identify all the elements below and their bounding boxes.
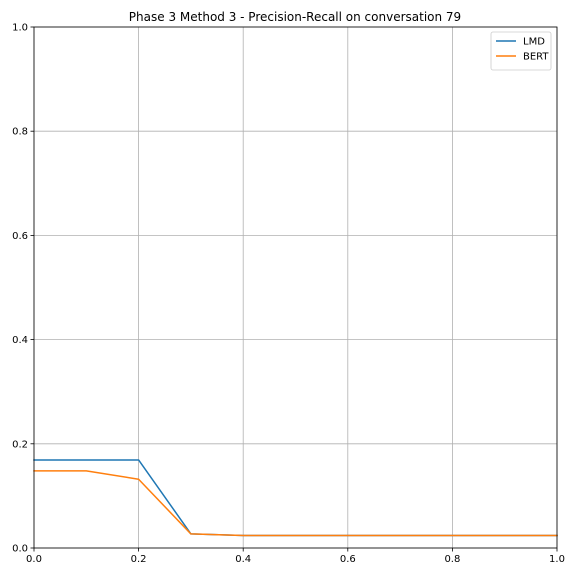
y-tick-label: 0.8 xyxy=(12,127,28,138)
legend-label-bert: BERT xyxy=(523,52,549,63)
x-tick-label: 0.6 xyxy=(340,554,356,565)
axis-ticks: 0.0 0.2 0.4 0.6 0.8 1.0 0.0 0.2 0.4 0.6 0.8 1.0 xyxy=(12,23,565,566)
plot-frame xyxy=(33,26,558,549)
x-tick-label: 0.4 xyxy=(235,554,251,565)
y-tick-label: 1.0 xyxy=(12,23,28,34)
legend-label-lmd: LMD xyxy=(523,37,545,48)
series-line-bert xyxy=(33,470,558,537)
chart-title: Phase 3 Method 3 - Precision-Recall on c… xyxy=(129,10,461,24)
y-tick-label: 0.0 xyxy=(12,544,28,555)
legend: LMD BERT xyxy=(490,31,552,71)
y-tick-label: 0.4 xyxy=(12,335,28,346)
x-tick-label: 1.0 xyxy=(549,554,565,565)
y-tick-label: 0.2 xyxy=(12,439,28,450)
x-tick-label: 0.8 xyxy=(444,554,460,565)
x-tick-label: 0.0 xyxy=(26,554,42,565)
y-tick-label: 0.6 xyxy=(12,231,28,242)
series-lines xyxy=(33,459,558,537)
x-tick-label: 0.2 xyxy=(131,554,147,565)
